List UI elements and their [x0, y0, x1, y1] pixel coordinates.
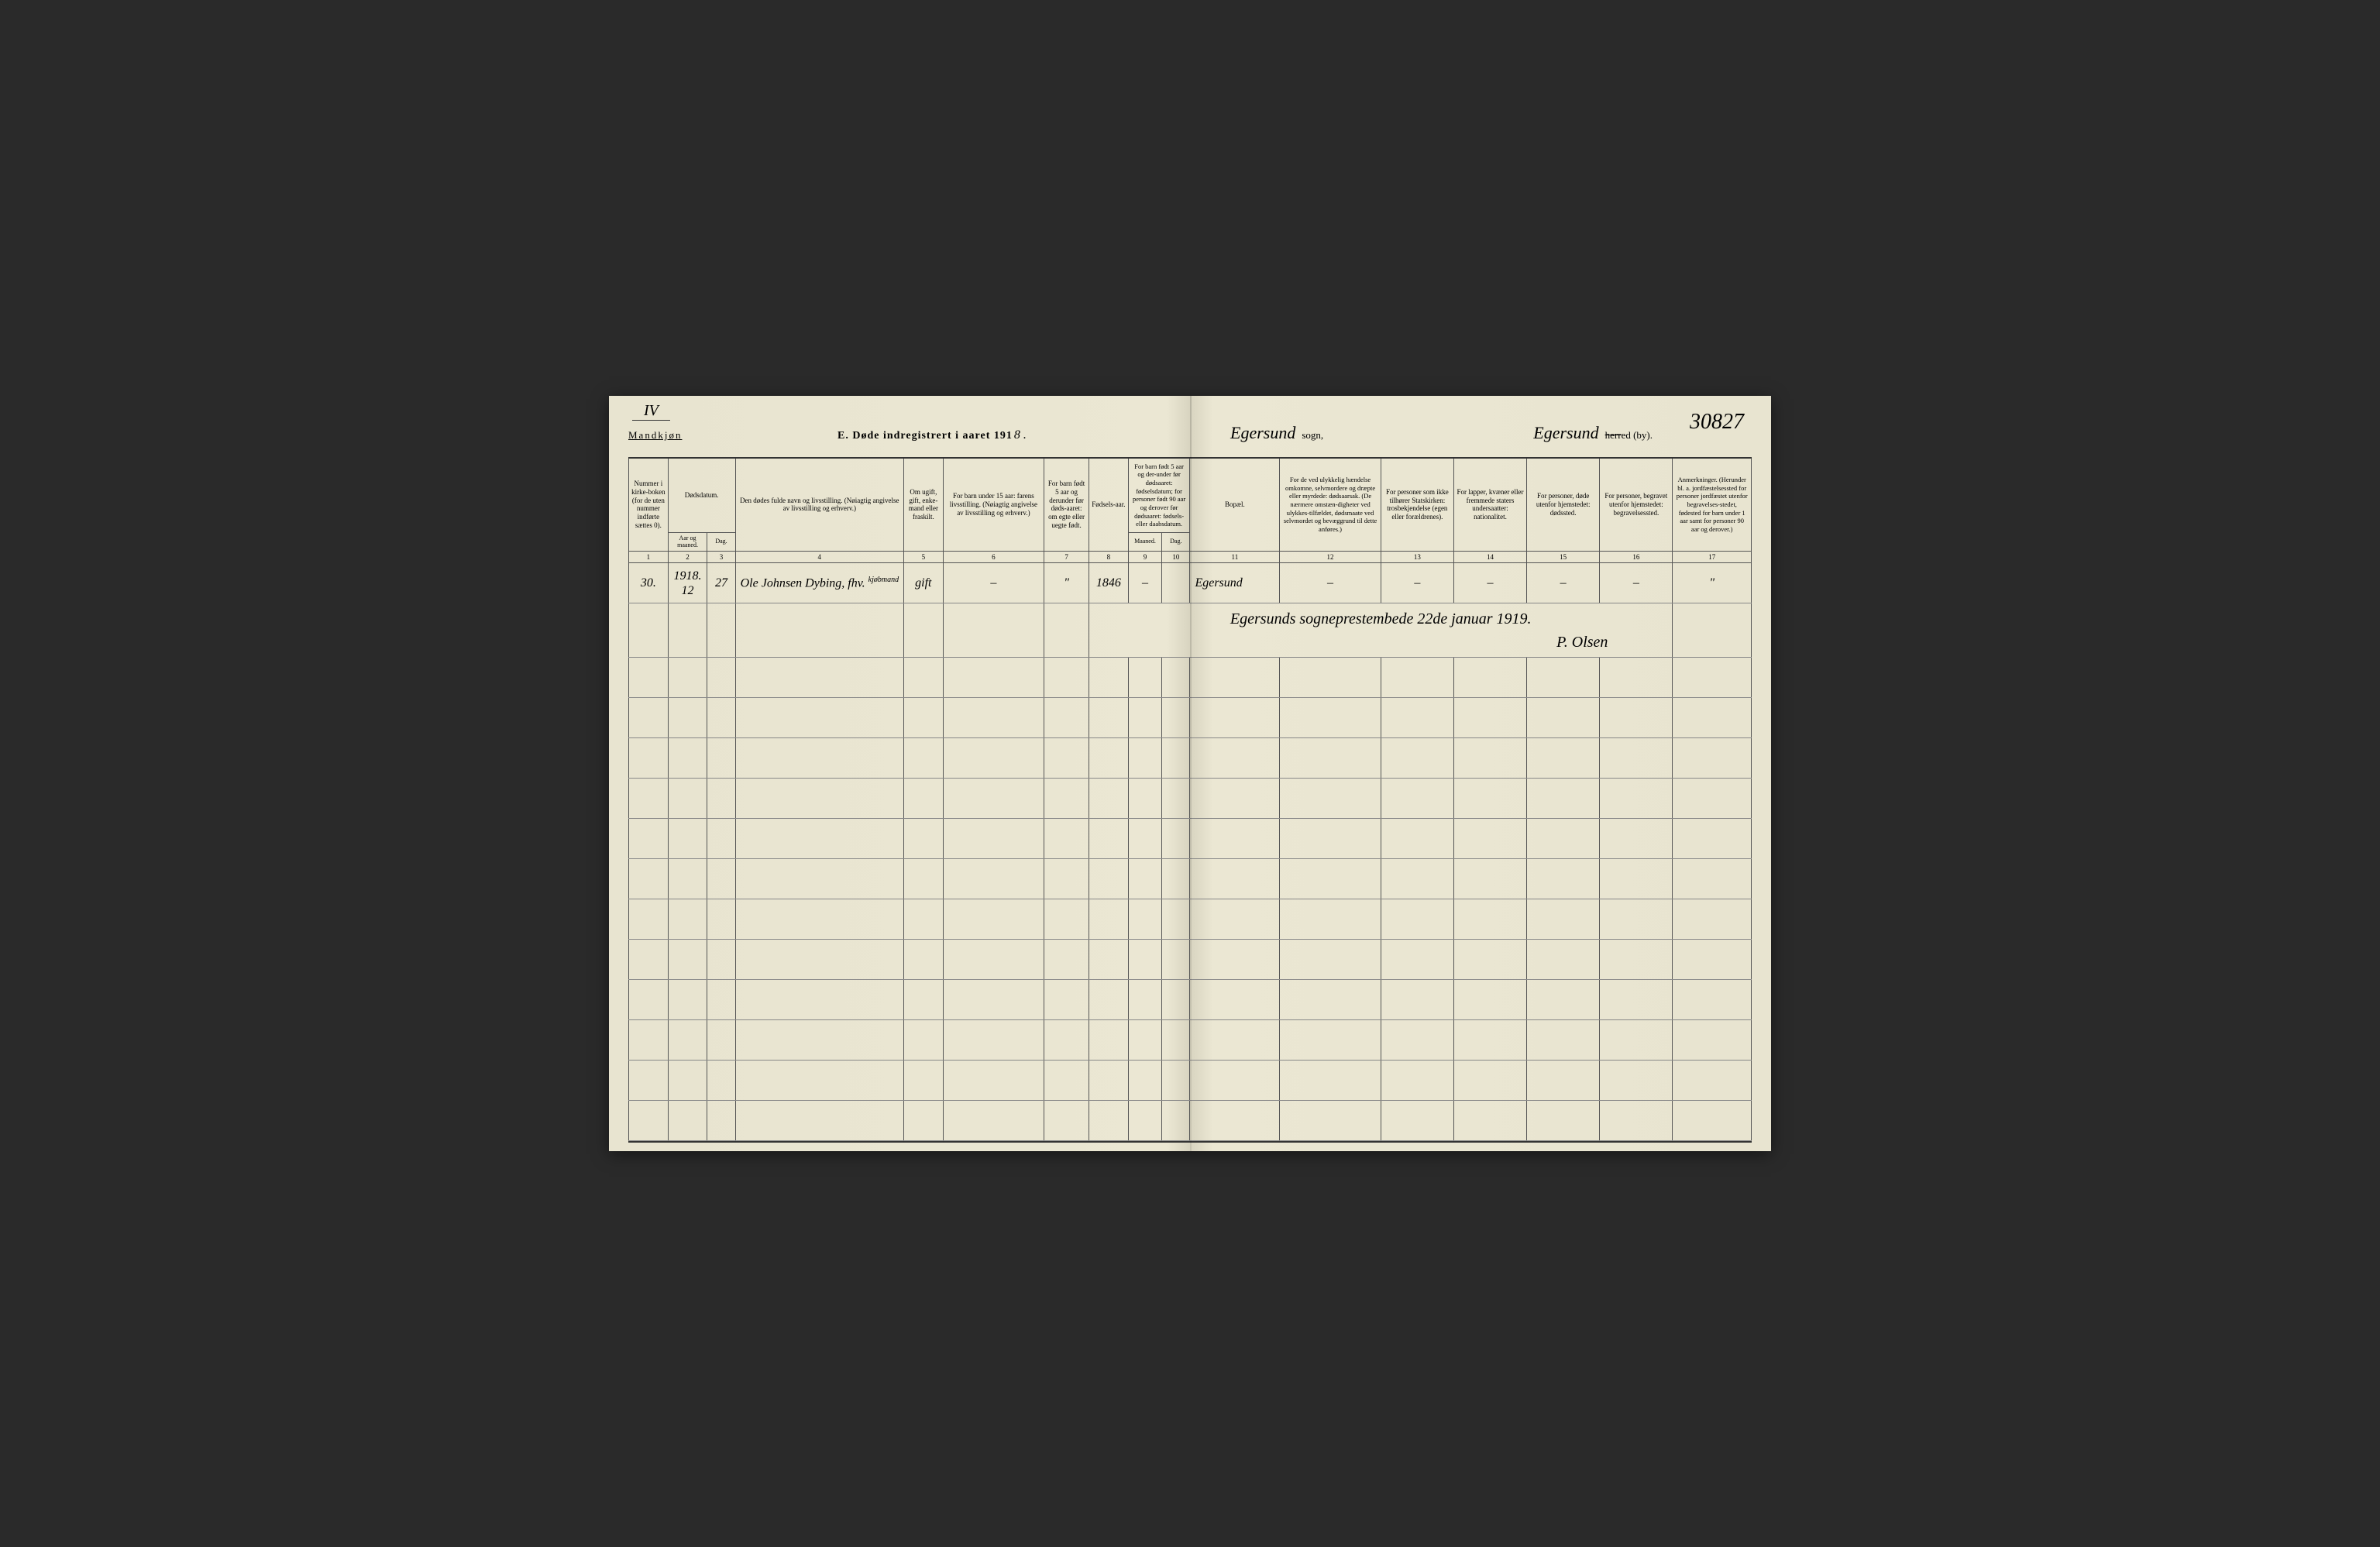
empty-row — [629, 819, 1752, 859]
col-header-4: Den dødes fulde navn og livsstilling. (N… — [735, 459, 903, 551]
empty-row — [629, 1020, 1752, 1061]
colnum: 8 — [1089, 551, 1129, 563]
entry-year-month: 1918. 12 — [668, 563, 707, 603]
empty-row — [629, 940, 1752, 980]
empty-row — [629, 1101, 1752, 1141]
colnum: 9 — [1128, 551, 1161, 563]
ledger-table: Nummer i kirke-boken (for de uten nummer… — [628, 459, 1752, 1141]
entry-c6: – — [943, 563, 1044, 603]
col-header-10: Dag. — [1162, 532, 1190, 551]
entry-c9: – — [1128, 563, 1161, 603]
colnum: 17 — [1673, 551, 1752, 563]
col-header-7: For barn født 5 aar og derunder før døds… — [1044, 459, 1089, 551]
entry-c12: – — [1280, 563, 1381, 603]
col-header-13: For personer som ikke tilhører Statskirk… — [1381, 459, 1453, 551]
empty-row — [629, 738, 1752, 779]
signature-line1: Egersunds sogneprestembede 22de januar 1… — [1092, 610, 1670, 628]
colnum: 2 — [668, 551, 707, 563]
herred-label: herred (by). — [1605, 429, 1653, 442]
header-row: Mandkjøn E. Døde indregistrert i aaret 1… — [628, 423, 1752, 443]
entry-c15: – — [1527, 563, 1600, 603]
col-header-12: For de ved ulykkelig hændelse omkomne, s… — [1280, 459, 1381, 551]
col-header-dodsdatum: Dødsdatum. — [668, 459, 735, 532]
empty-row — [629, 899, 1752, 940]
signature-cell: Egersunds sogneprestembede 22de januar 1… — [1089, 603, 1673, 658]
entry-c13: – — [1381, 563, 1453, 603]
empty-row — [629, 1061, 1752, 1101]
col-header-16: For personer, begravet utenfor hjemstede… — [1600, 459, 1673, 551]
entry-c16: – — [1600, 563, 1673, 603]
colnum: 7 — [1044, 551, 1089, 563]
roman-numeral: IV — [632, 402, 670, 421]
colnum: 16 — [1600, 551, 1673, 563]
colnum: 10 — [1162, 551, 1190, 563]
col-header-1: Nummer i kirke-boken (for de uten nummer… — [629, 459, 669, 551]
entry-name: Ole Johnsen Dybing, fhv. kjøbmand — [735, 563, 903, 603]
entry-num: 30. — [629, 563, 669, 603]
year-suffix: 8 . — [1014, 428, 1027, 442]
title-main: E. Døde indregistrert i aaret 191 — [837, 430, 1013, 442]
col-header-15: For personer, døde utenfor hjemstedet: d… — [1527, 459, 1600, 551]
signature-line2: P. Olsen — [1092, 633, 1670, 651]
col-header-9: Maaned. — [1128, 532, 1161, 551]
entry-row: 30. 1918. 12 27 Ole Johnsen Dybing, fhv.… — [629, 563, 1752, 603]
entry-c14: – — [1453, 563, 1526, 603]
entry-c7: " — [1044, 563, 1089, 603]
ledger-page: IV 30827 Mandkjøn E. Døde indregistrert … — [609, 396, 1771, 1151]
entry-day: 27 — [707, 563, 735, 603]
colnum: 1 — [629, 551, 669, 563]
colnum: 6 — [943, 551, 1044, 563]
colnum: 12 — [1280, 551, 1381, 563]
ledger-table-wrap: Nummer i kirke-boken (for de uten nummer… — [628, 457, 1752, 1143]
col-header-9-10: For barn født 5 aar og der-under før død… — [1128, 459, 1190, 532]
col-header-14: For lapper, kvæner eller fremmede stater… — [1453, 459, 1526, 551]
sogn-label: sogn, — [1302, 429, 1323, 442]
col-header-8: Fødsels-aar. — [1089, 459, 1129, 551]
entry-birth-year: 1846 — [1089, 563, 1129, 603]
herred-value: Egersund — [1533, 423, 1598, 443]
table-body: 30. 1918. 12 27 Ole Johnsen Dybing, fhv.… — [629, 563, 1752, 1141]
col-header-17: Anmerkninger. (Herunder bl. a. jordfæste… — [1673, 459, 1752, 551]
empty-row — [629, 658, 1752, 698]
empty-row — [629, 698, 1752, 738]
column-number-row: 1 2 3 4 5 6 7 8 9 10 11 12 13 14 15 16 1 — [629, 551, 1752, 563]
entry-c10 — [1162, 563, 1190, 603]
sogn-value: Egersund — [1230, 423, 1295, 443]
colnum: 15 — [1527, 551, 1600, 563]
col-header-6: For barn under 15 aar: farens livsstilli… — [943, 459, 1044, 551]
colnum: 13 — [1381, 551, 1453, 563]
col-header-5: Om ugift, gift, enke-mand eller fraskilt… — [903, 459, 943, 551]
colnum: 3 — [707, 551, 735, 563]
colnum: 14 — [1453, 551, 1526, 563]
page-number: 30827 — [1690, 410, 1744, 435]
table-head: Nummer i kirke-boken (for de uten nummer… — [629, 459, 1752, 563]
gender-heading: Mandkjøn — [628, 429, 721, 442]
col-header-2b: Aar og maaned. — [668, 532, 707, 551]
signature-row: Egersunds sogneprestembede 22de januar 1… — [629, 603, 1752, 658]
colnum: 5 — [903, 551, 943, 563]
entry-status: gift — [903, 563, 943, 603]
entry-residence: Egersund — [1190, 563, 1280, 603]
colnum: 11 — [1190, 551, 1280, 563]
empty-row — [629, 779, 1752, 819]
col-header-11: Bopæl. — [1190, 459, 1280, 551]
col-header-3: Dag. — [707, 532, 735, 551]
colnum: 4 — [735, 551, 903, 563]
entry-c17: " — [1673, 563, 1752, 603]
empty-row — [629, 980, 1752, 1020]
empty-row — [629, 859, 1752, 899]
